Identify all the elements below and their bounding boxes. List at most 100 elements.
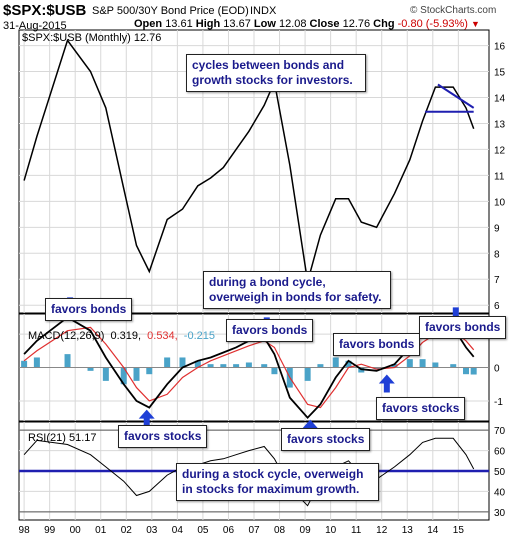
x-tick-label: 11	[351, 525, 362, 536]
y-tick-label: 8	[494, 249, 500, 260]
y-tick-label: 6	[494, 301, 500, 312]
y-tick-label: 13	[494, 119, 506, 130]
open-value: 13.61	[165, 18, 193, 30]
y-tick-label: 50	[494, 467, 506, 478]
copyright-text: © StockCharts.com	[410, 5, 497, 16]
low-label: Low	[253, 18, 276, 30]
macd-histogram-bar	[245, 362, 252, 368]
y-tick-label: 7	[494, 275, 500, 286]
macd-legend-hist: -0.215	[184, 330, 215, 342]
rsi-legend: RSI(21) 51.17	[28, 432, 96, 444]
annotation-favors-bonds-1: favors bonds	[45, 298, 133, 321]
chart-description: S&P 500/30Y Bond Price (EOD)	[92, 5, 249, 17]
macd-histogram-bar	[406, 359, 413, 368]
macd-histogram-bar	[207, 364, 214, 368]
macd-histogram-bar	[391, 364, 398, 368]
macd-histogram-bar	[317, 364, 324, 368]
macd-histogram-bar	[304, 367, 311, 381]
x-tick-label: 13	[402, 525, 414, 536]
macd-histogram-bar	[463, 367, 470, 375]
y-tick-label: 16	[494, 42, 506, 53]
chart-date: 31-Aug-2015	[3, 20, 67, 32]
macd-histogram-bar	[233, 364, 240, 368]
high-value: 13.67	[223, 18, 251, 30]
y-tick-label: -1	[494, 397, 503, 408]
x-tick-label: 05	[197, 525, 209, 536]
rsi-line	[23, 437, 475, 507]
macd-histogram-bar	[261, 364, 268, 368]
y-tick-label: 40	[494, 487, 506, 498]
macd-histogram-bar	[87, 367, 94, 371]
annotation-favors-stocks-3: favors stocks	[376, 397, 466, 420]
macd-histogram-bar	[345, 360, 352, 368]
macd-legend-prefix: MACD(12,26,9)	[28, 330, 104, 342]
macd-histogram-bar	[194, 360, 201, 368]
trend-line-1	[437, 83, 475, 109]
macd-histogram-bar	[21, 360, 28, 368]
annotation-favors-stocks-2: favors stocks	[281, 428, 371, 451]
macd-histogram-bar	[332, 357, 339, 368]
low-value: 12.08	[278, 18, 307, 30]
y-tick-label: 60	[494, 447, 506, 458]
x-tick-label: 01	[95, 525, 107, 536]
y-tick-label: 10	[494, 197, 506, 208]
x-tick-label: 14	[427, 525, 439, 536]
down-triangle-icon: ▼	[471, 19, 480, 29]
annotation-bond-cycle: during a bond cycle, overweigh in bonds …	[203, 271, 391, 309]
y-tick-label: 0	[494, 364, 500, 375]
y-tick-label: 9	[494, 223, 500, 234]
x-tick-label: 04	[172, 525, 184, 536]
macd-histogram-bar	[373, 367, 380, 370]
annotation-cycles: cycles between bonds and growth stocks f…	[186, 54, 366, 92]
x-tick-label: 12	[376, 525, 388, 536]
x-tick-label: 15	[453, 525, 465, 536]
macd-histogram-bar	[470, 367, 477, 375]
open-label: Open	[134, 18, 163, 30]
ohlc-readout: Open 13.61 High 13.67 Low 12.08 Close 12…	[134, 18, 480, 30]
macd-histogram-bar	[120, 367, 127, 385]
favors-stocks-arrow-icon-4	[138, 409, 155, 428]
macd-histogram-bar	[432, 362, 439, 368]
y-tick-label: 15	[494, 68, 506, 79]
chg-value: -0.80 (-5.93%)	[397, 18, 468, 30]
tick-labels: 678910111213141516-101304050607098990001…	[19, 42, 506, 536]
macd-histogram-bar	[450, 364, 457, 368]
y-tick-label: 30	[494, 508, 506, 519]
macd-histogram-bar	[133, 367, 140, 381]
price-legend: $SPX:$USB (Monthly) 12.76	[22, 32, 161, 44]
annotation-favors-bonds-2: favors bonds	[226, 319, 314, 342]
favors-stocks-arrow-icon-6	[378, 374, 395, 393]
macd-histogram-bar	[102, 367, 109, 381]
y-tick-label: 70	[494, 426, 506, 437]
macd-histogram-bar	[64, 354, 71, 368]
annotation-favors-bonds-3: favors bonds	[333, 333, 421, 356]
macd-histogram-bar	[164, 357, 171, 368]
x-tick-label: 10	[325, 525, 337, 536]
macd-legend-value: 0.319,	[110, 330, 141, 342]
y-tick-label: 12	[494, 145, 506, 156]
macd-histogram-bar	[179, 357, 186, 368]
x-tick-label: 00	[70, 525, 82, 536]
x-tick-label: 09	[300, 525, 312, 536]
chg-label: Chg	[373, 18, 395, 30]
x-tick-label: 98	[19, 525, 31, 536]
annotation-favors-stocks-1: favors stocks	[118, 425, 208, 448]
y-tick-label: 11	[494, 171, 505, 182]
macd-histogram-bar	[419, 359, 426, 368]
macd-legend: MACD(12,26,9) 0.319, 0.534, -0.215	[28, 330, 215, 342]
macd-histogram-bar	[220, 364, 227, 368]
x-tick-label: 08	[274, 525, 286, 536]
copyright: © StockCharts.com	[410, 5, 496, 16]
macd-legend-signal: 0.534,	[147, 330, 178, 342]
macd-histogram-bar	[33, 357, 40, 368]
macd-histogram-bar	[271, 367, 278, 375]
annotation-favors-bonds-4: favors bonds	[419, 316, 507, 339]
chart-symbol: $SPX:$USB	[3, 2, 87, 19]
annotation-stock-cycle: during a stock cycle, overweigh in stock…	[176, 463, 379, 501]
close-value: 12.76	[342, 18, 371, 30]
x-tick-label: 06	[223, 525, 235, 536]
price-series-line	[23, 38, 475, 282]
x-tick-label: 99	[44, 525, 56, 536]
y-tick-label: 14	[494, 94, 506, 105]
x-tick-label: 02	[121, 525, 133, 536]
